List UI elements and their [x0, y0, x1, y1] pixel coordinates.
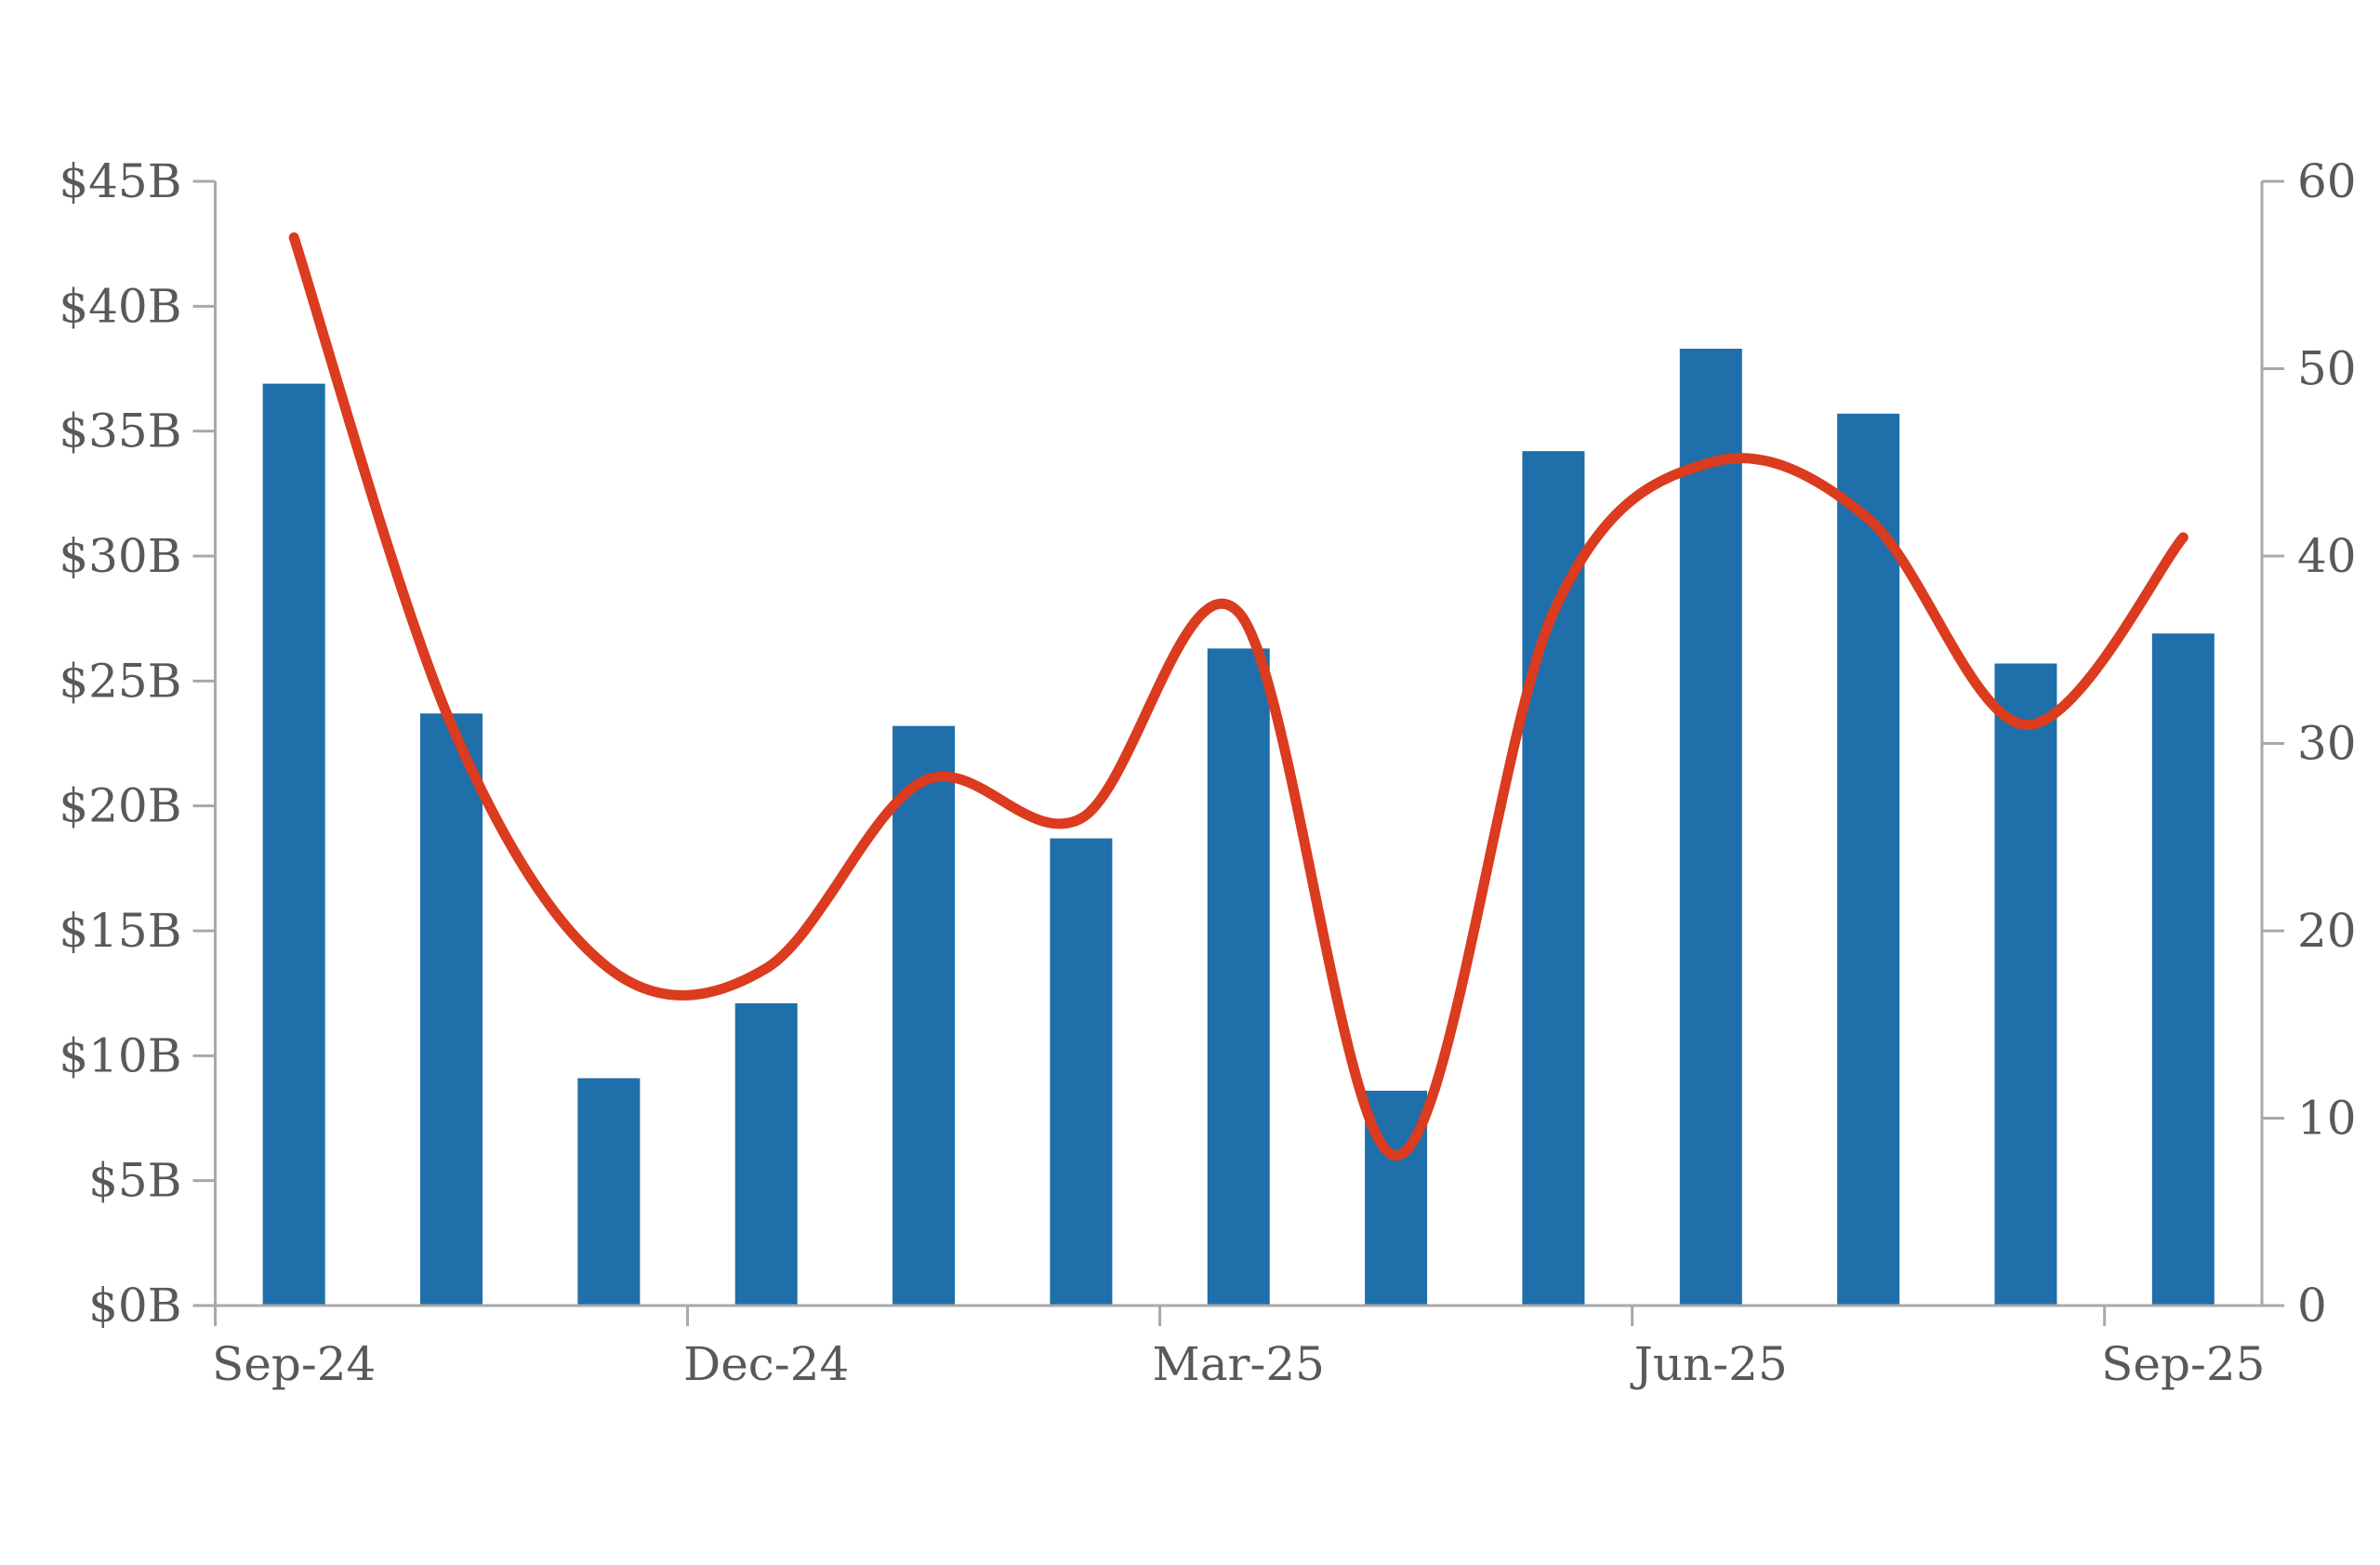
- bar-Nov-24: [577, 1078, 641, 1306]
- x-axis-label: Dec-24: [683, 1337, 849, 1391]
- bar-Mar-25: [1207, 648, 1270, 1306]
- left-axis-label: $0B: [88, 1279, 181, 1333]
- bar-Dec-24: [734, 1002, 798, 1306]
- axis-labels-group: $0B $5B $10B $15B $20B $25B $30B $35B $40B $45B 0 1…: [59, 154, 2356, 1391]
- bar-Jun-25: [1679, 349, 1742, 1306]
- right-axis-label: 30: [2297, 717, 2357, 771]
- bar-Sep-24: [262, 383, 325, 1306]
- bar-Feb-25: [1050, 838, 1113, 1306]
- bar-Sep-25: [2151, 633, 2215, 1306]
- left-axis-label: $35B: [59, 405, 181, 458]
- bar-Jul-25: [1837, 413, 1900, 1306]
- x-axis-label: Mar-25: [1153, 1337, 1325, 1391]
- x-axis-label: Sep-24: [212, 1337, 376, 1391]
- bar-May-25: [1522, 451, 1585, 1306]
- left-axis-label: $15B: [59, 904, 181, 958]
- right-axis-label: 0: [2297, 1279, 2327, 1333]
- left-axis-label: $5B: [88, 1154, 181, 1208]
- left-axis-label: $45B: [59, 154, 181, 208]
- line-series-group: [288, 232, 2188, 1161]
- right-axis-label: 10: [2297, 1092, 2357, 1146]
- left-axis-label: $10B: [59, 1028, 181, 1082]
- right-axis-label: 40: [2297, 529, 2357, 583]
- bar-Oct-24: [420, 713, 483, 1306]
- left-axis-label: $30B: [59, 529, 181, 583]
- right-axis-label: 20: [2297, 904, 2357, 958]
- right-axis-label: 60: [2297, 154, 2357, 208]
- left-axis-label: $40B: [59, 279, 181, 333]
- right-axis-label: 50: [2297, 342, 2357, 396]
- x-axis-label: Sep-25: [2101, 1337, 2265, 1391]
- trend-line: [288, 232, 2188, 1161]
- bar-Jan-25: [892, 725, 956, 1306]
- bar-Aug-25: [1994, 663, 2057, 1306]
- left-axis-label: $20B: [59, 779, 181, 833]
- bar-series-group: [262, 349, 2215, 1306]
- x-axis-label: Jun-25: [1630, 1337, 1788, 1391]
- axes-group: [192, 179, 2284, 1326]
- left-axis-label: $25B: [59, 654, 181, 708]
